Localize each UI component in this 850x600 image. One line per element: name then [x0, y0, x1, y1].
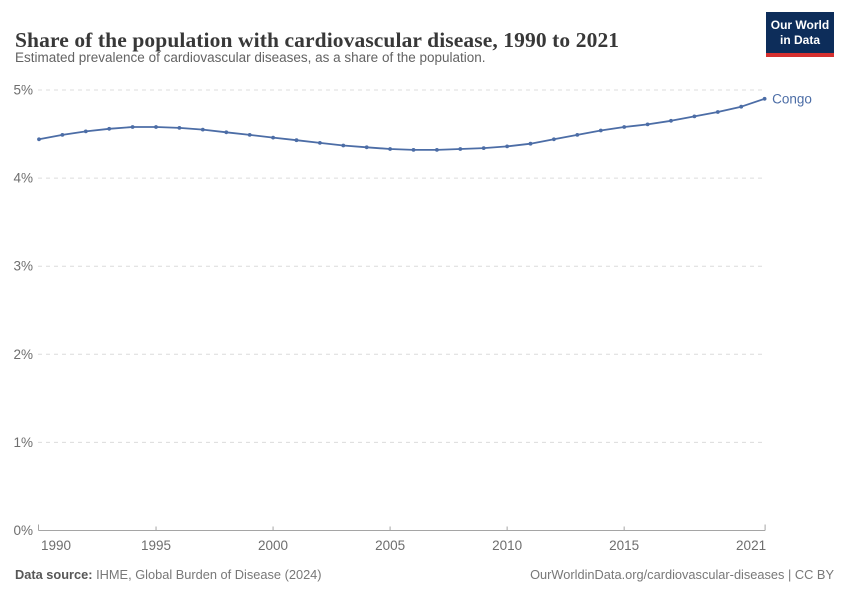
data-point-1991 — [60, 133, 65, 137]
data-point-2007 — [435, 148, 439, 152]
y-axis-tick-label-5%: 5% — [13, 83, 33, 98]
data-point-2014 — [598, 128, 603, 133]
x-axis-tick-label-2000: 2000 — [258, 538, 288, 553]
x-axis-tick-label-2010: 2010 — [492, 538, 522, 553]
data-source-label: Data source: — [15, 567, 93, 582]
data-point-2006 — [411, 148, 416, 152]
data-point-1994 — [130, 125, 135, 129]
data-point-2013 — [575, 133, 580, 137]
data-point-1996 — [177, 126, 182, 130]
data-point-2019 — [715, 110, 720, 114]
x-axis-tick-label-2021: 2021 — [736, 538, 766, 553]
x-axis-tick-label-2005: 2005 — [375, 538, 405, 553]
data-point-2005 — [388, 147, 392, 151]
data-point-2017 — [669, 118, 673, 123]
chart-footer: Data source: IHME, Global Burden of Dise… — [15, 567, 834, 582]
data-point-1993 — [107, 126, 112, 131]
data-point-1995 — [154, 125, 158, 129]
data-source-value: IHME, Global Burden of Disease (2024) — [92, 567, 322, 582]
data-point-2009 — [481, 146, 486, 151]
data-point-2012 — [552, 137, 556, 142]
data-point-2003 — [341, 143, 346, 148]
data-point-2021 — [762, 96, 767, 101]
data-point-1999 — [247, 133, 252, 137]
y-axis-tick-label-1%: 1% — [13, 435, 33, 450]
y-axis-tick-label-3%: 3% — [13, 259, 33, 274]
data-point-1997 — [200, 127, 205, 132]
data-point-2002 — [318, 141, 322, 145]
data-point-2018 — [692, 114, 697, 119]
data-point-1992 — [83, 129, 88, 134]
y-axis-tick-label-0%: 0% — [13, 523, 33, 538]
owid-logo[interactable]: Our World in Data — [766, 12, 834, 57]
owid-logo-line1: Our World — [770, 18, 830, 32]
y-axis-tick-label-2%: 2% — [13, 347, 33, 362]
data-point-2000 — [271, 135, 275, 140]
y-axis-tick-label-4%: 4% — [13, 171, 33, 186]
data-point-2008 — [458, 147, 463, 151]
data-point-2016 — [645, 122, 650, 127]
chart-title: Share of the population with cardiovascu… — [15, 28, 620, 53]
series-line-congo[interactable] — [38, 97, 766, 151]
attribution-link[interactable]: OurWorldinData.org/cardiovascular-diseas… — [530, 567, 834, 582]
data-point-1998 — [224, 130, 229, 135]
data-source-note: Data source: IHME, Global Burden of Dise… — [15, 567, 322, 582]
x-axis-tick-label-1990: 1990 — [41, 538, 71, 553]
data-point-2004 — [364, 145, 369, 150]
series-end-label-congo[interactable]: Congo — [772, 91, 812, 106]
chart-subtitle: Estimated prevalence of cardiovascular d… — [15, 50, 486, 65]
x-axis-tick-label-2015: 2015 — [609, 538, 639, 553]
data-point-2011 — [528, 141, 533, 146]
data-point-2015 — [622, 125, 627, 129]
x-axis-tick-label-1995: 1995 — [141, 538, 171, 553]
data-point-1990 — [37, 137, 41, 142]
data-point-2001 — [294, 138, 299, 143]
data-point-2020 — [739, 104, 744, 109]
data-point-2010 — [505, 144, 509, 149]
owid-logo-line2: in Data — [779, 33, 820, 47]
